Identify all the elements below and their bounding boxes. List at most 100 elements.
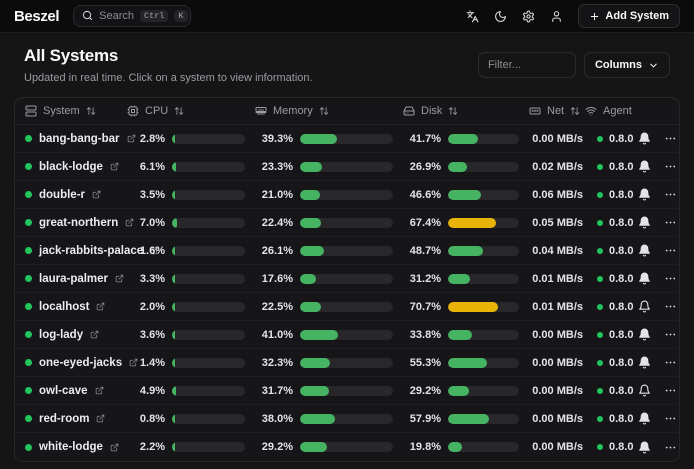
column-label: System xyxy=(43,105,80,117)
sort-icon xyxy=(570,106,580,116)
disk-bar-fill xyxy=(448,246,483,256)
external-link-icon[interactable] xyxy=(95,386,104,395)
filter-input[interactable] xyxy=(478,52,576,78)
agent-version: 0.8.0 xyxy=(609,217,633,229)
external-link-icon[interactable] xyxy=(96,302,105,311)
net-value: 0.01 MB/s xyxy=(529,273,585,285)
table-row[interactable]: black-lodge6.1%23.3%26.9%0.02 MB/s0.8.0 xyxy=(15,153,679,181)
row-menu-button[interactable] xyxy=(664,356,677,369)
column-header-system[interactable]: System xyxy=(15,105,127,117)
row-menu-button[interactable] xyxy=(664,244,677,257)
memory-bar-fill xyxy=(300,162,322,172)
memory-bar-fill xyxy=(300,218,321,228)
table-row[interactable]: white-lodge2.2%29.2%19.8%0.00 MB/s0.8.0 xyxy=(15,433,679,461)
sort-icon xyxy=(319,106,329,116)
moon-icon[interactable] xyxy=(494,10,507,23)
memory-value: 22.4% xyxy=(255,217,293,229)
columns-dropdown[interactable]: Columns xyxy=(584,52,670,78)
row-menu-button[interactable] xyxy=(664,272,677,285)
column-header-disk[interactable]: Disk xyxy=(403,105,529,117)
row-menu-button[interactable] xyxy=(664,328,677,341)
alerts-bell-button[interactable] xyxy=(638,328,651,341)
row-menu-button[interactable] xyxy=(664,300,677,313)
system-name: localhost xyxy=(39,301,89,313)
table-row[interactable]: jack-rabbits-palace1.6%26.1%48.7%0.04 MB… xyxy=(15,237,679,265)
app-logo[interactable]: Beszel xyxy=(14,8,59,25)
row-menu-button[interactable] xyxy=(664,412,677,425)
alerts-bell-button[interactable] xyxy=(638,356,651,369)
cpu-bar xyxy=(172,302,245,312)
alerts-bell-button[interactable] xyxy=(638,188,651,201)
disk-bar xyxy=(448,330,519,340)
disk-value: 29.2% xyxy=(403,385,441,397)
row-menu-button[interactable] xyxy=(664,132,677,145)
memory-value: 38.0% xyxy=(255,413,293,425)
disk-bar xyxy=(448,302,519,312)
agent-version: 0.8.0 xyxy=(609,245,633,257)
ellipsis-icon xyxy=(664,441,677,454)
alerts-bell-button[interactable] xyxy=(638,412,651,425)
table-row[interactable]: red-room0.8%38.0%57.9%0.00 MB/s0.8.0 xyxy=(15,405,679,433)
system-cell: localhost xyxy=(15,301,127,313)
disk-bar-fill xyxy=(448,302,498,312)
table-row[interactable]: bang-bang-bar2.8%39.3%41.7%0.00 MB/s0.8.… xyxy=(15,125,679,153)
settings-icon[interactable] xyxy=(522,10,535,23)
column-header-memory[interactable]: Memory xyxy=(255,105,403,117)
column-header-net[interactable]: Net xyxy=(529,105,585,117)
system-cell: double-r xyxy=(15,189,127,201)
search-input[interactable]: Search Ctrl K xyxy=(73,5,191,27)
row-menu-button[interactable] xyxy=(664,384,677,397)
memory-value: 21.0% xyxy=(255,189,293,201)
top-navbar: Beszel Search Ctrl K Add System xyxy=(0,0,694,33)
disk-value: 70.7% xyxy=(403,301,441,313)
table-row[interactable]: double-r3.5%21.0%46.6%0.06 MB/s0.8.0 xyxy=(15,181,679,209)
external-link-icon[interactable] xyxy=(96,414,105,423)
server-icon xyxy=(25,105,37,117)
cpu-bar xyxy=(172,386,245,396)
alerts-bell-button[interactable] xyxy=(638,160,651,173)
alerts-bell-button[interactable] xyxy=(638,384,651,397)
external-link-icon[interactable] xyxy=(92,190,101,199)
row-menu-button[interactable] xyxy=(664,216,677,229)
external-link-icon[interactable] xyxy=(90,330,99,339)
disk-value: 41.7% xyxy=(403,133,441,145)
table-row[interactable]: log-lady3.6%41.0%33.8%0.00 MB/s0.8.0 xyxy=(15,321,679,349)
bell-filled-icon xyxy=(638,216,651,229)
row-actions xyxy=(647,300,679,313)
cpu-bar xyxy=(172,162,245,172)
table-row[interactable]: one-eyed-jacks1.4%32.3%55.3%0.00 MB/s0.8… xyxy=(15,349,679,377)
column-header-agent[interactable]: Agent xyxy=(585,105,647,117)
external-link-icon[interactable] xyxy=(110,443,119,452)
table-row[interactable]: owl-cave4.9%31.7%29.2%0.00 MB/s0.8.0 xyxy=(15,377,679,405)
row-menu-button[interactable] xyxy=(664,160,677,173)
external-link-icon[interactable] xyxy=(110,162,119,171)
alerts-bell-button[interactable] xyxy=(638,300,651,313)
memory-value: 31.7% xyxy=(255,385,293,397)
row-menu-button[interactable] xyxy=(664,441,677,454)
add-system-button[interactable]: Add System xyxy=(578,4,680,28)
alerts-bell-button[interactable] xyxy=(638,272,651,285)
column-header-cpu[interactable]: CPU xyxy=(127,105,255,117)
disk-bar-fill xyxy=(448,218,496,228)
user-icon[interactable] xyxy=(550,10,563,23)
cpu-bar xyxy=(172,414,245,424)
navbar-actions: Add System xyxy=(466,4,680,28)
row-menu-button[interactable] xyxy=(664,188,677,201)
table-row[interactable]: laura-palmer3.3%17.6%31.2%0.01 MB/s0.8.0 xyxy=(15,265,679,293)
memory-cell: 22.4% xyxy=(255,217,403,229)
alerts-bell-button[interactable] xyxy=(638,244,651,257)
cpu-icon xyxy=(127,105,139,117)
external-link-icon[interactable] xyxy=(115,274,124,283)
alerts-bell-button[interactable] xyxy=(638,132,651,145)
disk-value: 55.3% xyxy=(403,357,441,369)
alerts-bell-button[interactable] xyxy=(638,441,651,454)
table-row[interactable]: localhost2.0%22.5%70.7%0.01 MB/s0.8.0 xyxy=(15,293,679,321)
cpu-value: 2.2% xyxy=(127,441,165,453)
system-cell: great-northern xyxy=(15,217,127,229)
memory-cell: 17.6% xyxy=(255,273,403,285)
disk-value: 46.6% xyxy=(403,189,441,201)
alerts-bell-button[interactable] xyxy=(638,216,651,229)
memory-cell: 41.0% xyxy=(255,329,403,341)
languages-icon[interactable] xyxy=(466,10,479,23)
table-row[interactable]: great-northern7.0%22.4%67.4%0.05 MB/s0.8… xyxy=(15,209,679,237)
